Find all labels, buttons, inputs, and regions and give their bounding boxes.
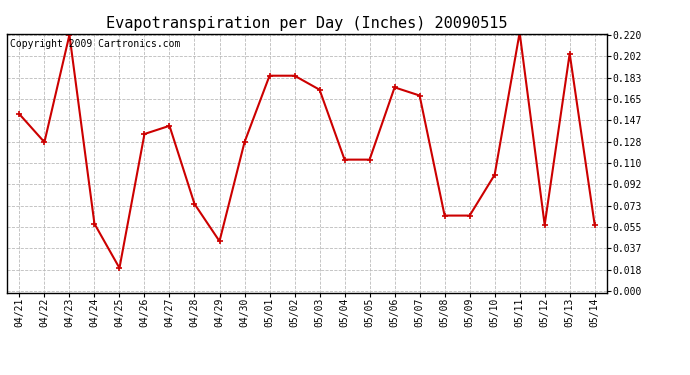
Text: Copyright 2009 Cartronics.com: Copyright 2009 Cartronics.com	[10, 39, 180, 49]
Title: Evapotranspiration per Day (Inches) 20090515: Evapotranspiration per Day (Inches) 2009…	[106, 16, 508, 31]
